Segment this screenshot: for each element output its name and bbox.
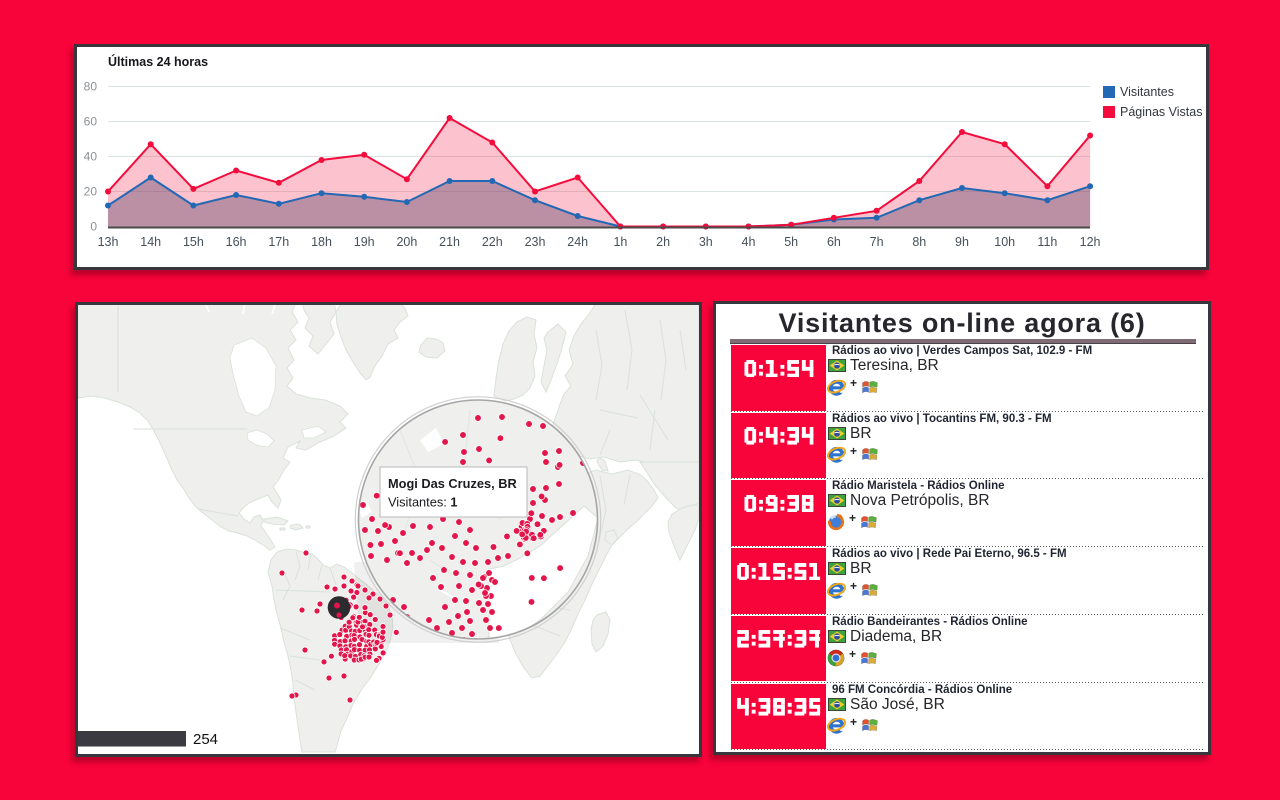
svg-text:18h: 18h xyxy=(311,235,332,249)
svg-text:24h: 24h xyxy=(567,235,588,249)
svg-text:15h: 15h xyxy=(183,235,204,249)
svg-text:10h: 10h xyxy=(994,235,1015,249)
svg-text:22h: 22h xyxy=(482,235,503,249)
svg-text:Visitantes: 1: Visitantes: 1 xyxy=(388,495,458,510)
svg-text:17h: 17h xyxy=(268,235,289,249)
svg-text:12h: 12h xyxy=(1080,235,1101,249)
svg-text:60: 60 xyxy=(84,115,98,129)
svg-text:13h: 13h xyxy=(98,235,119,249)
svg-text:40: 40 xyxy=(84,150,98,164)
svg-text:5h: 5h xyxy=(784,235,798,249)
svg-text:14h: 14h xyxy=(140,235,161,249)
svg-text:Visitantes: Visitantes xyxy=(1120,85,1174,99)
svg-text:9h: 9h xyxy=(955,235,969,249)
svg-text:16h: 16h xyxy=(226,235,247,249)
svg-text:20: 20 xyxy=(84,185,98,199)
svg-text:Últimas 24 horas: Últimas 24 horas xyxy=(108,54,208,69)
svg-text:4h: 4h xyxy=(742,235,756,249)
svg-text:Páginas Vistas: Páginas Vistas xyxy=(1120,105,1202,119)
svg-text:2h: 2h xyxy=(656,235,670,249)
svg-text:3h: 3h xyxy=(699,235,713,249)
svg-text:21h: 21h xyxy=(439,235,460,249)
svg-text:20h: 20h xyxy=(396,235,417,249)
svg-text:19h: 19h xyxy=(354,235,375,249)
svg-text:23h: 23h xyxy=(525,235,546,249)
svg-text:0: 0 xyxy=(90,220,97,234)
svg-text:254: 254 xyxy=(193,731,218,748)
svg-text:80: 80 xyxy=(84,80,98,94)
svg-text:8h: 8h xyxy=(912,235,926,249)
svg-text:6h: 6h xyxy=(827,235,841,249)
svg-text:1h: 1h xyxy=(613,235,627,249)
svg-text:Mogi Das Cruzes, BR: Mogi Das Cruzes, BR xyxy=(388,476,517,491)
svg-text:11h: 11h xyxy=(1037,235,1057,249)
svg-text:7h: 7h xyxy=(870,235,884,249)
